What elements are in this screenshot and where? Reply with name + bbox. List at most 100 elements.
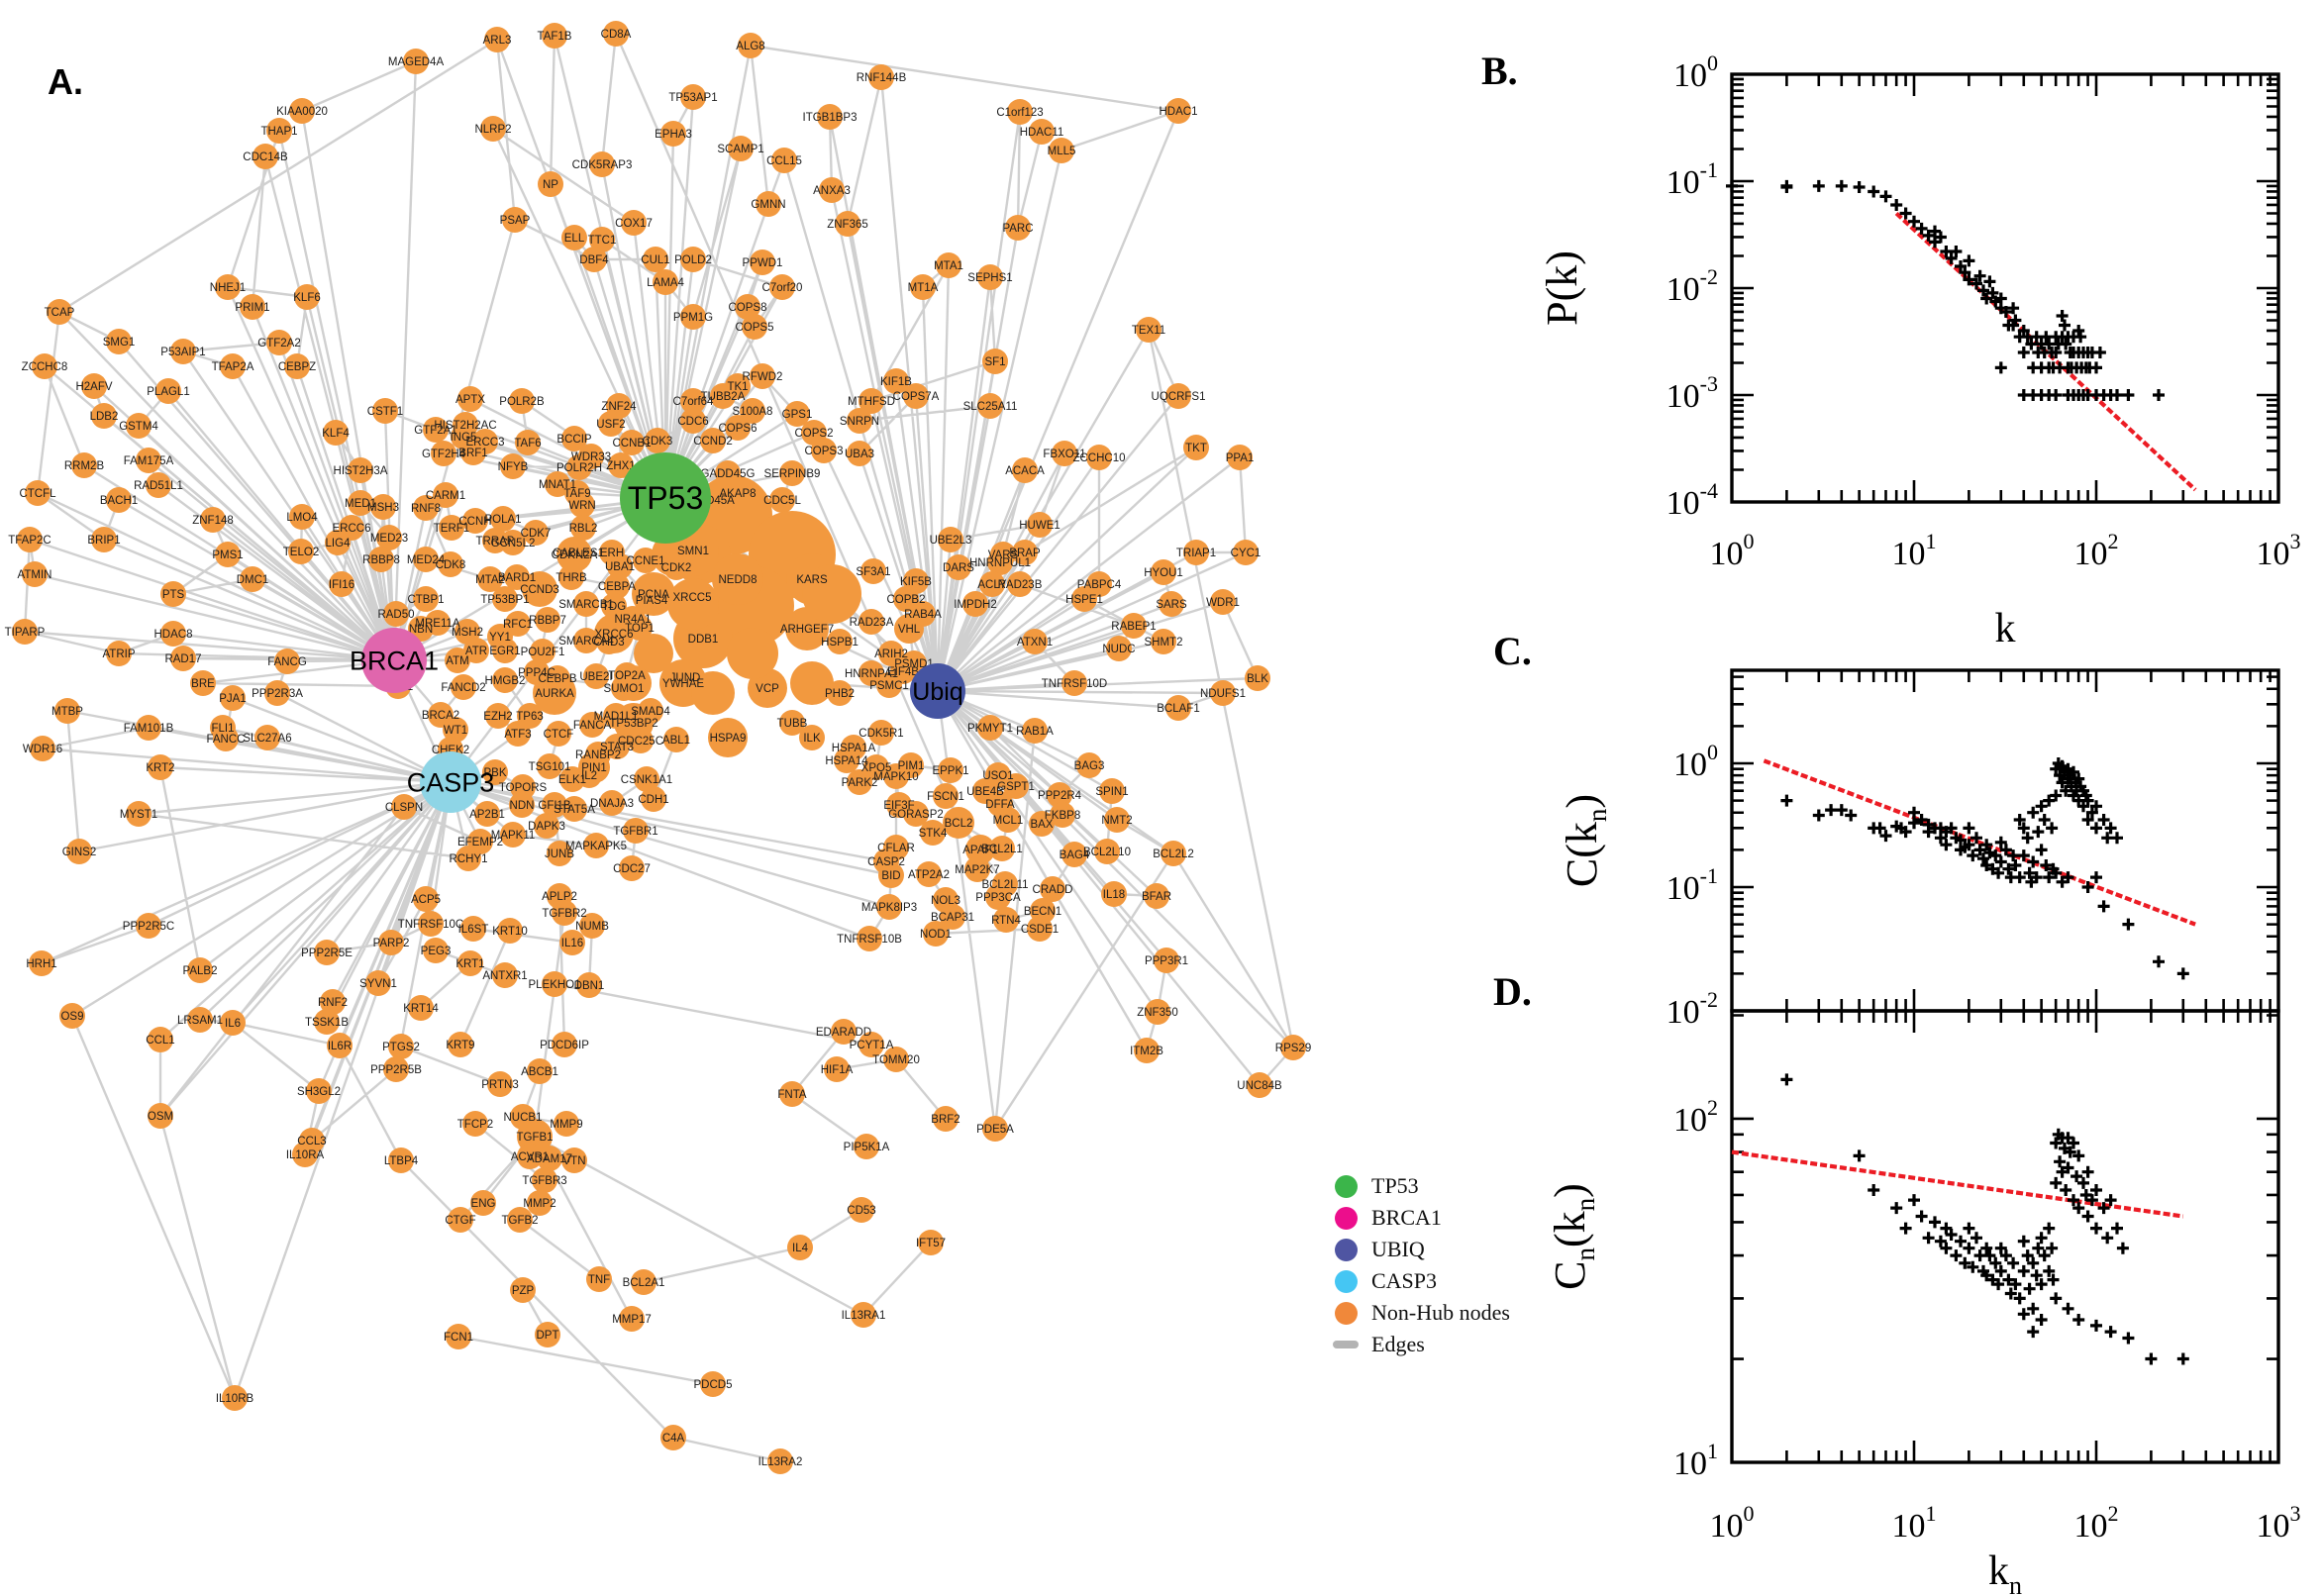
network-node-label: ILK: [803, 733, 821, 745]
network-node-label: RABEP1: [1111, 621, 1156, 633]
network-node: [474, 801, 500, 827]
network-node-label: FSCN1: [927, 791, 964, 803]
network-node: [1165, 383, 1191, 409]
network-node-label: ITGB1BP3: [803, 112, 858, 124]
network-node-label: HDAC1: [1160, 106, 1198, 118]
network-node-label: ACVR1: [511, 1151, 549, 1163]
network-node-label: DMC1: [237, 574, 269, 586]
legend-item-ubiq: UBIQ: [1335, 1234, 1510, 1265]
network-node-label: CRADD: [1033, 884, 1073, 896]
network-node: [403, 49, 429, 74]
network-node-label: UBA1: [605, 561, 635, 573]
network-node-label: THRB: [556, 572, 587, 584]
network-node-label: UBA3: [845, 449, 874, 460]
axis-title: Cn(kn): [1546, 1183, 1600, 1290]
network-node-label: ZCCHC8: [22, 361, 68, 373]
network-node-label: HRH1: [26, 958, 56, 970]
network-node-label: GFI1B: [538, 800, 571, 812]
network-node: [858, 388, 884, 414]
network-node-label: RAD17: [164, 653, 201, 665]
network-node-label: GTF2A2: [257, 338, 300, 349]
network-node-label: GMNN: [751, 199, 785, 211]
network-node: [680, 84, 706, 110]
network-node: [583, 833, 609, 858]
network-node-label: VTN: [563, 1155, 586, 1167]
network-node: [728, 136, 754, 161]
network-node: [923, 921, 949, 947]
network-node-label: IL18: [1103, 889, 1125, 901]
network-node: [348, 457, 373, 483]
network-node-label: CFLAR: [877, 843, 915, 854]
network-node-label: IL4: [792, 1243, 809, 1254]
network-node: [1210, 589, 1236, 615]
network-node: [445, 648, 470, 673]
network-node-label: PKMYT1: [967, 723, 1013, 735]
network-node: [537, 1146, 562, 1171]
network-node-label: UQCRFS1: [1152, 391, 1206, 403]
network-node: [1210, 680, 1236, 706]
network-node-label: GCN5L2: [491, 538, 536, 549]
network-node: [863, 754, 889, 780]
network-node-label: MAPK11: [491, 830, 536, 842]
network-node: [274, 648, 300, 674]
network-node: [710, 383, 736, 409]
network-node-label: COX17: [615, 218, 653, 230]
network-node-label: WRN: [568, 500, 595, 512]
network-node-label: RTN4: [991, 915, 1021, 927]
network-node: [1247, 1072, 1272, 1098]
network-node-label: CCND2: [693, 436, 733, 448]
network-node-label: BCCIP: [556, 434, 591, 446]
network-node-label: MAD1L1: [594, 711, 639, 723]
network-node-label: SNRPN: [840, 416, 879, 428]
network-node: [433, 482, 458, 508]
network-node-label: ATP2A2: [908, 869, 950, 881]
network-node-label: TDG: [602, 601, 626, 613]
network-node: [653, 269, 678, 295]
network-node: [187, 957, 213, 983]
network-node-label: RAD23A: [850, 617, 894, 629]
network-node: [1012, 457, 1038, 483]
network-node-label: GSTM4: [119, 421, 158, 433]
network-node-label: TP53AP1: [668, 92, 717, 104]
network-node-label: JUND: [670, 672, 701, 684]
network-node: [750, 363, 775, 389]
network-node: [372, 398, 398, 424]
network-node: [370, 494, 396, 520]
network-node-label: VCP: [756, 683, 779, 695]
network-node-label: PPM1G: [673, 312, 713, 324]
network-node: [940, 904, 965, 930]
network-node-label: RAD51L1: [134, 480, 183, 492]
network-node-label: TELO2: [283, 547, 319, 558]
network-node: [841, 735, 866, 760]
network-node-label: COPS5: [736, 322, 774, 334]
network-node: [847, 769, 872, 795]
network-node-label: HIST2H2AC: [434, 420, 496, 432]
axis-tick-label: 100: [1673, 740, 1718, 783]
network-node-label: RAD50: [377, 609, 414, 621]
network-node-label: ELL: [564, 233, 585, 245]
network-node: [289, 98, 315, 124]
network-node: [779, 1081, 805, 1107]
network-node: [1183, 540, 1209, 565]
network-node: [457, 386, 483, 412]
network-node: [608, 452, 634, 478]
axis-tick-label: 10-1: [1666, 863, 1718, 907]
axis-tick-label: 10-1: [1666, 157, 1718, 201]
network-node-label: MAPK10: [873, 771, 918, 783]
network-node: [492, 667, 518, 693]
network-node-label: TNFRSF10C: [398, 919, 463, 931]
network-node-label: TUBB: [777, 718, 808, 730]
network-node: [517, 1144, 543, 1169]
network-node: [546, 721, 571, 747]
network-node-label: TKT: [1185, 443, 1207, 454]
network-node-label: C1orf123: [996, 107, 1043, 119]
network-node: [1050, 802, 1075, 828]
network-node-label: NUMB: [575, 921, 609, 933]
network-node: [170, 646, 196, 671]
network-node-label: POU2F1: [521, 647, 565, 658]
network-node: [425, 610, 451, 636]
network-node-label: ZNF24: [601, 401, 637, 413]
panel-b-plot: 100 10-1 10-2 10-3 10-4 100 101 102 103 k P(k): [1538, 50, 2301, 651]
network-node: [534, 813, 559, 839]
network-node-label: PPP2R5B: [370, 1064, 422, 1076]
